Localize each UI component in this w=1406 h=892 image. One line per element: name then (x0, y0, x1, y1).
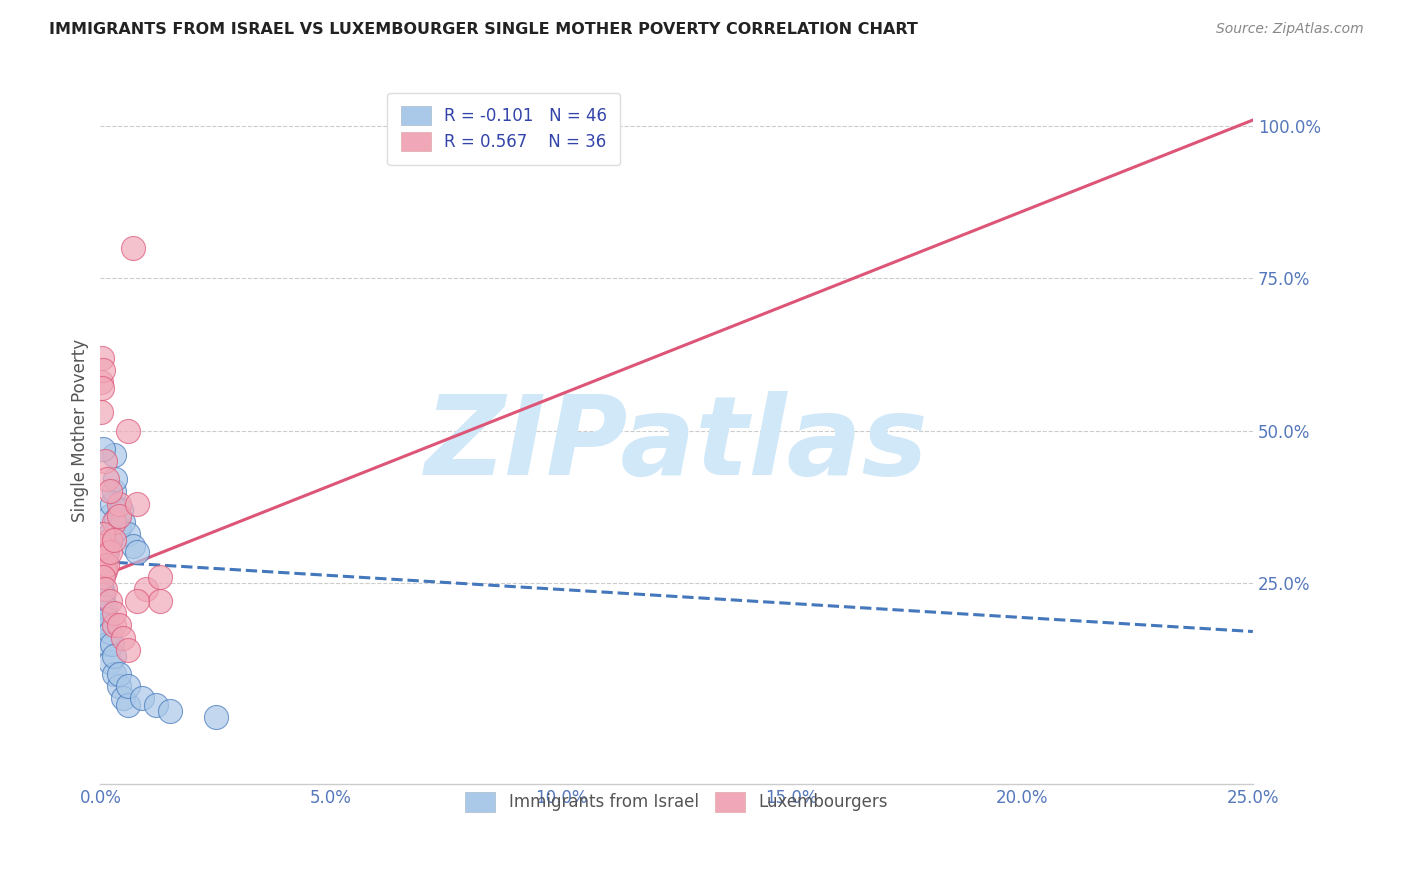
Point (101, 637, 124, 651)
Point (98, 624, 121, 639)
Legend: Immigrants from Israel, Luxembourgers: Immigrants from Israel, Luxembourgers (451, 779, 901, 825)
Point (91, 381, 114, 395)
Point (127, 545, 149, 559)
Point (91, 570, 114, 584)
Point (91, 558, 114, 572)
Point (94, 558, 117, 572)
Point (101, 497, 124, 511)
Point (103, 606, 125, 620)
Point (91, 527, 114, 541)
Point (103, 533, 125, 548)
Point (91, 362, 114, 376)
Point (91, 539, 114, 553)
Point (98, 545, 121, 559)
Point (103, 484, 125, 499)
Point (112, 631, 135, 645)
Point (107, 679, 129, 693)
Point (103, 618, 125, 632)
Point (107, 508, 129, 523)
Point (104, 472, 127, 486)
Point (204, 710, 226, 724)
Point (90, 405, 112, 419)
Point (117, 698, 139, 712)
Point (107, 618, 129, 632)
Text: IMMIGRANTS FROM ISRAEL VS LUXEMBOURGER SINGLE MOTHER POVERTY CORRELATION CHART: IMMIGRANTS FROM ISRAEL VS LUXEMBOURGER S… (49, 22, 918, 37)
Point (135, 582, 157, 596)
Point (96, 637, 118, 651)
Point (107, 497, 129, 511)
Point (90, 551, 112, 566)
Point (112, 515, 135, 529)
Point (90, 570, 112, 584)
Point (91, 606, 114, 620)
Point (96, 539, 118, 553)
Point (117, 642, 139, 657)
Point (149, 594, 172, 608)
Point (98, 527, 121, 541)
Point (103, 667, 125, 681)
Point (107, 667, 129, 681)
Point (149, 570, 172, 584)
Point (131, 691, 153, 706)
Point (94, 545, 117, 559)
Point (98, 655, 121, 669)
Point (94, 582, 117, 596)
Point (103, 648, 125, 663)
Point (96, 545, 118, 559)
Point (145, 698, 167, 712)
Point (91, 582, 114, 596)
Point (98, 533, 121, 548)
Point (94, 600, 117, 615)
Point (91, 594, 114, 608)
Point (91, 551, 114, 566)
Point (121, 539, 143, 553)
Point (90, 375, 112, 389)
Point (97, 533, 120, 548)
Point (93, 564, 115, 578)
Point (91, 588, 114, 602)
Point (98, 484, 121, 499)
Point (127, 594, 149, 608)
Point (94, 454, 117, 468)
Point (112, 691, 135, 706)
Point (90, 575, 112, 590)
Point (105, 512, 128, 526)
Point (117, 679, 139, 693)
Point (110, 502, 132, 516)
Point (90, 554, 112, 568)
Point (159, 704, 181, 718)
Point (96, 558, 118, 572)
Point (103, 515, 125, 529)
Point (127, 497, 149, 511)
Point (96, 472, 118, 486)
Text: Source: ZipAtlas.com: Source: ZipAtlas.com (1216, 22, 1364, 37)
Point (94, 618, 117, 632)
Point (94, 549, 117, 563)
Text: ZIPatlas: ZIPatlas (425, 392, 928, 499)
Point (94, 564, 117, 578)
Point (117, 527, 139, 541)
Point (91, 351, 114, 365)
Point (96, 612, 118, 626)
Point (103, 448, 125, 462)
Point (117, 424, 139, 438)
Y-axis label: Single Mother Poverty: Single Mother Poverty (72, 339, 89, 522)
Point (91, 442, 114, 456)
Point (98, 594, 121, 608)
Point (100, 508, 122, 523)
Point (107, 521, 129, 535)
Point (121, 241, 143, 255)
